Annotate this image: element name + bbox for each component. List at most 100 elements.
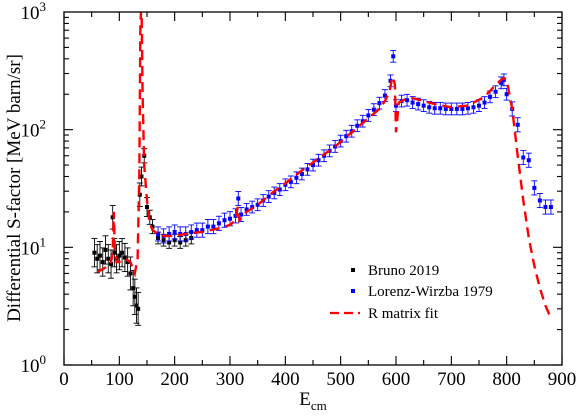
x-tick-label: 900 — [548, 369, 577, 390]
y-tick-label: 100 — [21, 352, 47, 377]
x-tick-label: 600 — [382, 369, 411, 390]
point-marker — [521, 155, 526, 160]
point-marker — [244, 207, 249, 212]
point-marker — [92, 250, 97, 255]
point-marker — [465, 106, 470, 111]
data-point-lorenz-wirzba — [525, 152, 532, 168]
point-marker — [360, 119, 365, 124]
data-point-lorenz-wirzba — [404, 93, 411, 107]
y-axis-title: Differential S-factor [MeV barn/sr] — [4, 54, 25, 322]
point-marker — [548, 205, 553, 210]
point-marker — [482, 100, 487, 105]
data-point-lorenz-wirzba — [343, 129, 350, 143]
point-marker — [344, 134, 349, 139]
point-marker — [167, 240, 172, 245]
data-point-lorenz-wirzba — [420, 99, 427, 112]
point-marker — [112, 250, 117, 255]
data-point-bruno — [102, 235, 109, 265]
point-marker — [371, 107, 376, 112]
point-marker — [167, 231, 172, 236]
point-marker — [288, 179, 293, 184]
data-point-lorenz-wirzba — [282, 178, 289, 192]
point-marker — [504, 92, 509, 97]
data-point-lorenz-wirzba — [235, 190, 242, 207]
point-marker — [377, 101, 382, 106]
point-marker — [131, 286, 136, 291]
data-point-lorenz-wirzba — [254, 198, 261, 212]
point-marker — [145, 205, 149, 210]
data-point-lorenz-wirzba — [448, 102, 455, 116]
data-point-lorenz-wirzba — [359, 114, 366, 128]
legend-marker-lorenz-wirzba — [351, 289, 355, 293]
point-marker — [95, 256, 100, 261]
point-marker — [432, 106, 437, 111]
data-point-lorenz-wirzba — [536, 192, 543, 209]
data-point-bruno — [116, 241, 123, 271]
data-point-lorenz-wirzba — [166, 226, 173, 242]
point-marker — [128, 271, 133, 276]
data-point-lorenz-wirzba — [492, 85, 499, 99]
point-marker — [122, 255, 127, 260]
point-marker — [499, 80, 504, 85]
point-marker — [110, 215, 115, 220]
point-marker — [477, 103, 481, 108]
data-point-lorenz-wirzba — [481, 96, 488, 109]
data-point-lorenz-wirzba — [514, 117, 521, 133]
data-point-lorenz-wirzba — [193, 222, 200, 238]
legend-item-lorenz-wirzba: Lorenz-Wirzba 1979 — [351, 284, 493, 300]
point-marker — [391, 54, 396, 59]
legend-label-r-matrix: R matrix fit — [368, 306, 439, 322]
point-marker — [266, 194, 271, 199]
point-marker — [109, 262, 114, 267]
legend-label-lorenz-wirzba: Lorenz-Wirzba 1979 — [368, 284, 493, 300]
legend: Bruno 2019 Lorenz-Wirzba 1979 R matrix f… — [330, 263, 493, 322]
point-marker — [443, 106, 448, 111]
point-marker — [132, 294, 137, 299]
point-marker — [228, 216, 232, 221]
point-marker — [97, 253, 102, 258]
y-tick-label: 101 — [21, 234, 47, 259]
data-point-lorenz-wirzba — [210, 219, 217, 235]
point-marker — [449, 106, 454, 111]
data-point-lorenz-wirzba — [376, 96, 383, 110]
point-marker — [106, 256, 111, 261]
point-marker — [460, 106, 465, 111]
point-marker — [189, 229, 194, 234]
data-point-lorenz-wirzba — [155, 226, 162, 242]
point-marker — [421, 103, 426, 108]
x-tick-label: 500 — [326, 369, 355, 390]
point-marker — [272, 190, 277, 195]
x-axis-title: Ecm — [299, 389, 327, 413]
y-tick-exponent: 0 — [40, 352, 47, 367]
data-layer — [91, 12, 554, 326]
point-marker — [471, 105, 476, 110]
point-marker — [255, 202, 260, 207]
point-marker — [136, 306, 141, 311]
data-point-lorenz-wirzba — [542, 199, 549, 215]
data-point-lorenz-wirzba — [204, 219, 211, 235]
point-marker — [382, 93, 387, 98]
point-marker — [305, 167, 310, 172]
plot-area — [91, 12, 554, 326]
point-marker — [216, 221, 221, 226]
point-marker — [156, 231, 161, 236]
data-point-lorenz-wirzba — [498, 76, 505, 90]
point-marker — [394, 103, 398, 108]
data-point-lorenz-wirzba — [354, 119, 361, 133]
legend-item-r-matrix: R matrix fit — [330, 306, 439, 322]
point-marker — [222, 218, 227, 223]
point-marker — [410, 100, 415, 105]
point-marker — [532, 185, 537, 190]
point-marker — [316, 158, 321, 163]
point-marker — [239, 212, 244, 217]
data-point-bruno — [91, 238, 98, 268]
point-marker — [150, 224, 155, 229]
data-point-lorenz-wirzba — [470, 100, 477, 114]
data-point-lorenz-wirzba — [464, 101, 471, 115]
y-tick-exponent: 2 — [40, 117, 47, 132]
data-point-lorenz-wirzba — [271, 186, 278, 200]
data-point-bruno — [135, 291, 142, 326]
x-tick-label: 100 — [105, 369, 134, 390]
